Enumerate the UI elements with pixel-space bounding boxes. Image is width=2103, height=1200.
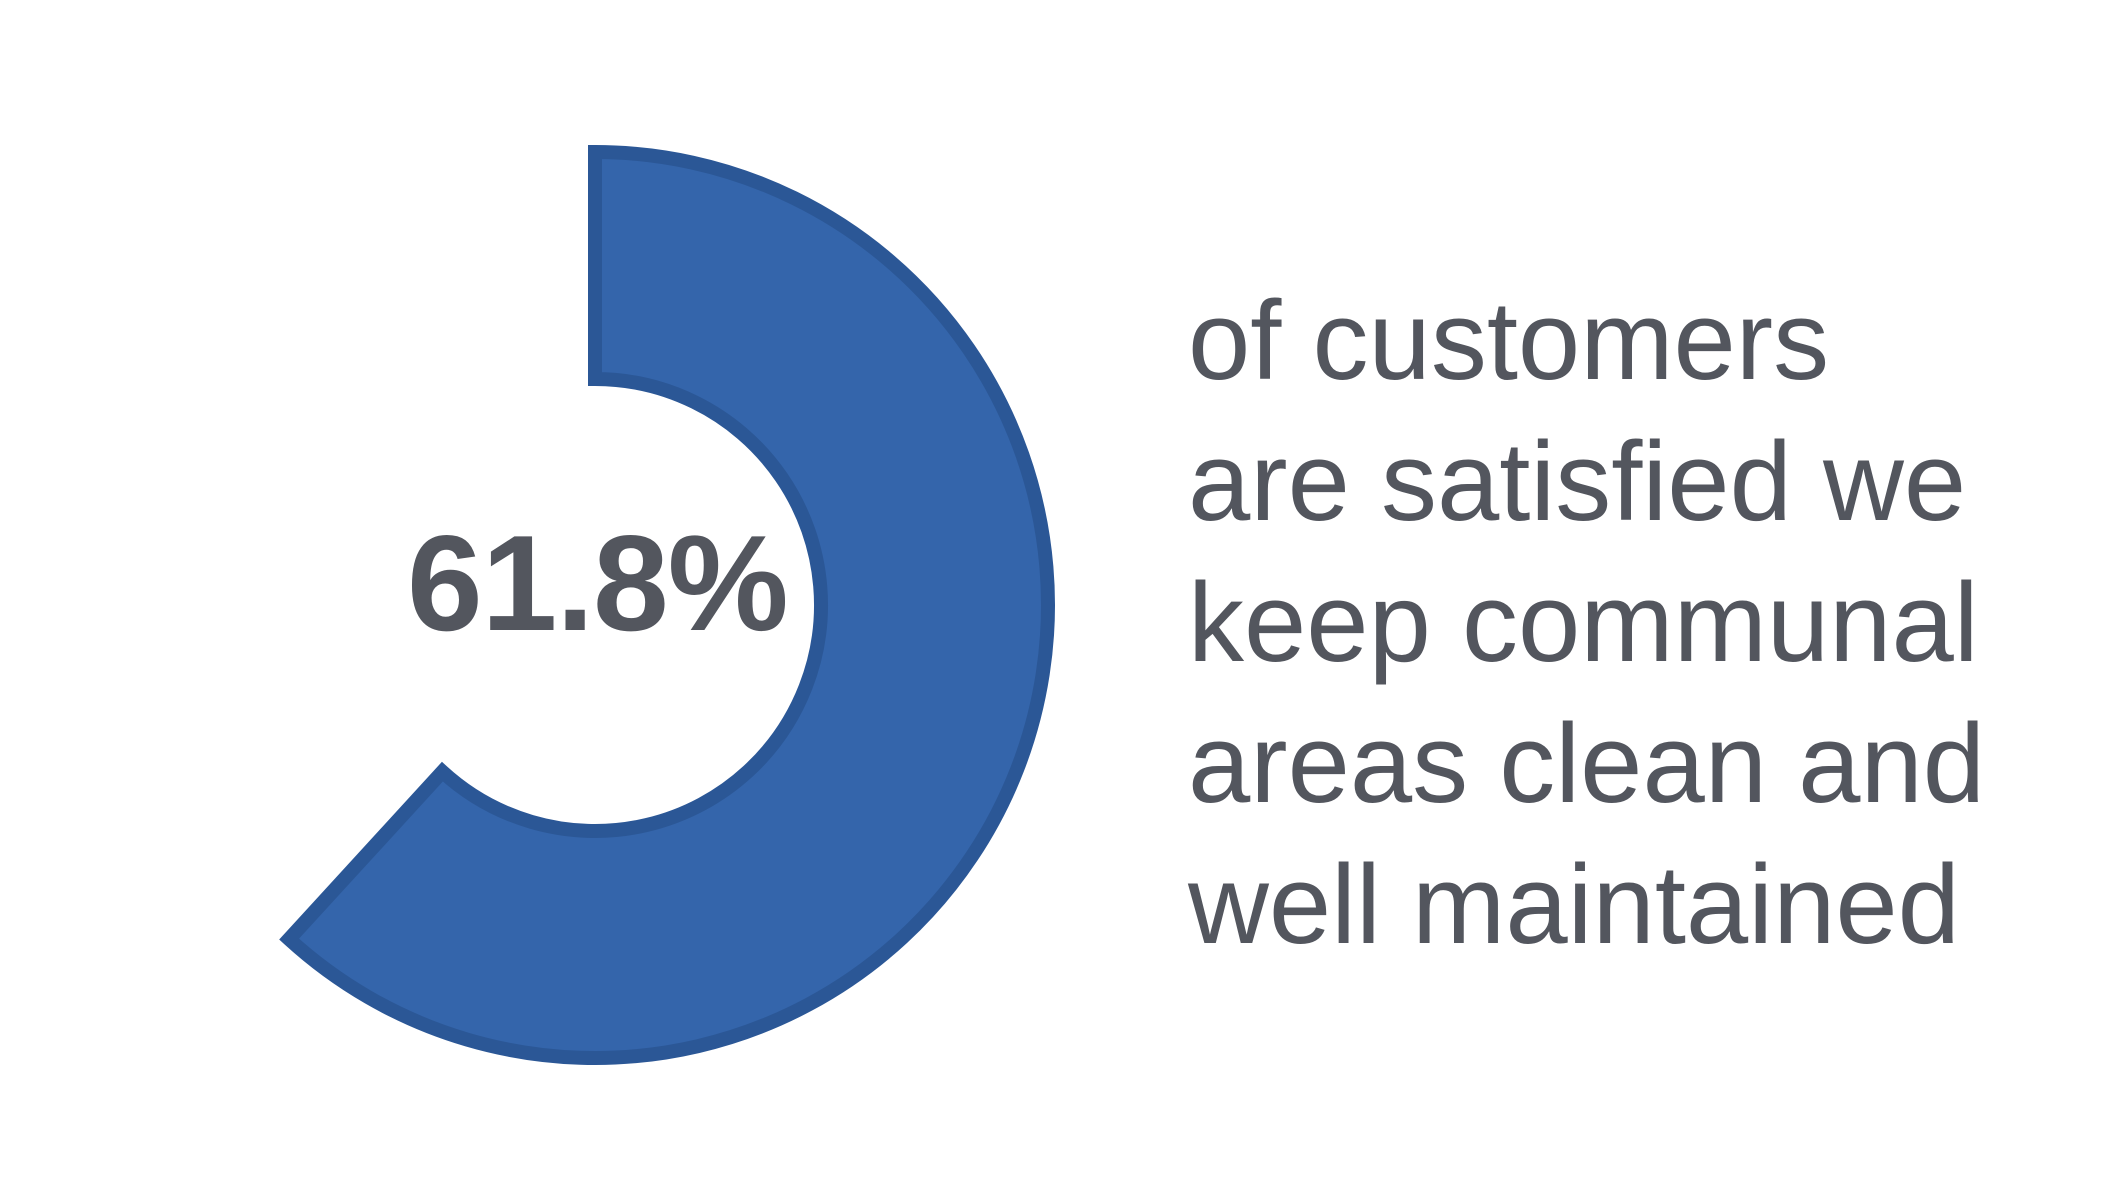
description-line: areas clean and	[1188, 701, 1986, 826]
center-percentage-label: 61.8%	[407, 507, 789, 659]
description-text: of customers are satisfied we keep commu…	[1188, 270, 2068, 975]
donut-segment-satisfied	[279, 144, 1055, 1065]
description-line: well maintained	[1188, 842, 1960, 967]
description-line: are satisfied we	[1188, 419, 1967, 544]
description-line: of customers	[1188, 278, 1830, 403]
description-line: keep communal	[1188, 560, 1979, 685]
